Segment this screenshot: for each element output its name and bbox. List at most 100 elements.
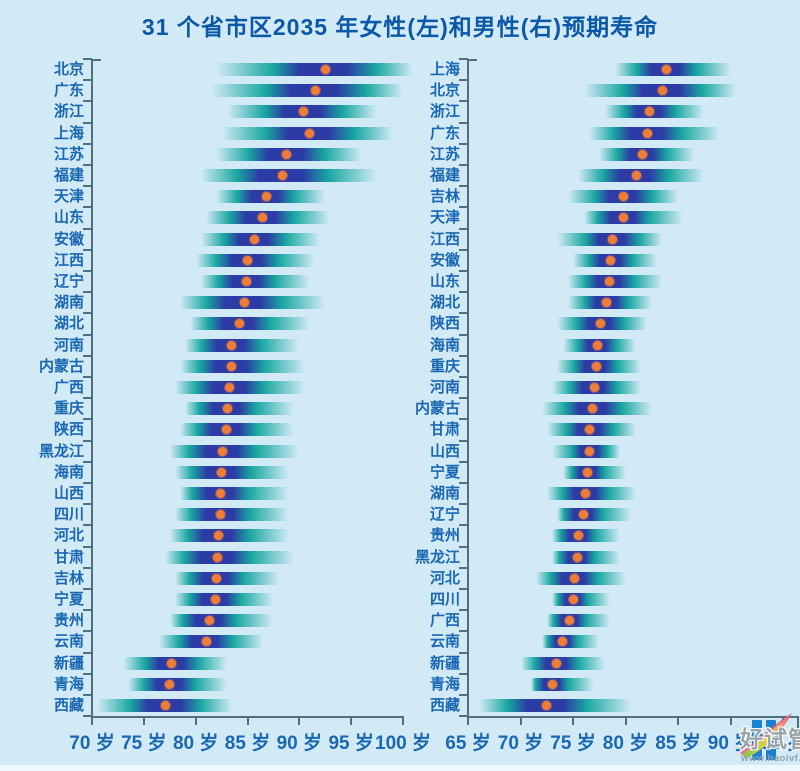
median-dot <box>585 446 595 456</box>
province-label: 浙江 <box>53 103 84 121</box>
province-label: 河南 <box>429 379 460 396</box>
province-label: 广东 <box>53 82 84 100</box>
y-axis-top-corner <box>92 59 101 61</box>
interval-band <box>562 465 626 479</box>
median-dot <box>583 467 593 477</box>
x-axis-tick <box>467 716 469 726</box>
province-label: 新疆 <box>429 654 460 672</box>
province-label: 安徽 <box>429 251 460 269</box>
interval-band <box>169 529 289 543</box>
y-axis-tick <box>459 100 468 103</box>
y-axis-tick <box>83 672 92 675</box>
province-label: 北京 <box>429 82 460 100</box>
median-dot <box>204 616 214 626</box>
median-dot <box>305 128 315 138</box>
x-tick-label: 70 岁 <box>497 733 544 755</box>
interval-band <box>557 317 647 331</box>
y-axis-tick <box>459 206 468 209</box>
median-dot <box>589 383 599 392</box>
median-dot <box>573 531 583 541</box>
y-axis-tick <box>83 397 92 400</box>
y-axis-tick <box>459 354 468 357</box>
interval-band <box>164 550 295 564</box>
province-label: 山西 <box>429 442 460 460</box>
interval-band <box>615 63 731 76</box>
province-label: 吉林 <box>53 569 84 587</box>
x-tick-label: 85 岁 <box>655 733 701 755</box>
interval-band <box>552 381 642 394</box>
interval-band <box>123 656 227 670</box>
watermark: 好试管 www.haoivf.com <box>735 705 800 771</box>
interval-band <box>211 84 403 98</box>
interval-band <box>174 593 274 606</box>
y-axis-tick <box>83 651 92 654</box>
interval-band <box>216 63 414 76</box>
y-axis-tick <box>459 524 468 527</box>
median-dot <box>212 552 222 562</box>
interval-band <box>599 147 694 161</box>
x-axis-tick <box>194 716 197 726</box>
province-label: 河北 <box>429 569 460 587</box>
median-dot <box>261 192 271 202</box>
median-dot <box>161 701 171 710</box>
province-label: 江苏 <box>53 145 84 163</box>
y-axis-tick <box>459 545 468 548</box>
median-dot <box>320 65 330 74</box>
median-dot <box>631 171 641 180</box>
province-label: 西藏 <box>53 697 84 714</box>
y-axis-tick <box>83 291 92 294</box>
median-dot <box>645 107 655 117</box>
interval-band <box>216 147 362 161</box>
interval-band <box>180 359 305 373</box>
x-axis-tick <box>402 716 404 726</box>
province-label: 河南 <box>53 336 84 354</box>
interval-band <box>174 571 279 585</box>
province-label: 青海 <box>53 675 84 693</box>
interval-band <box>221 126 393 140</box>
interval-band <box>190 317 310 331</box>
median-dot <box>591 361 601 371</box>
province-label: 江西 <box>429 230 460 248</box>
interval-band <box>588 126 720 140</box>
interval-band <box>557 508 631 522</box>
median-dot <box>569 573 579 583</box>
x-axis-tick <box>246 716 249 726</box>
plot-area: 65 岁70 岁75 岁80 岁85 岁90 岁95 岁 <box>445 58 800 754</box>
province-label: 黑龙江 <box>414 548 460 566</box>
province-label: 天津 <box>53 188 84 206</box>
province-label: 吉林 <box>429 188 460 206</box>
interval-band <box>578 169 705 182</box>
interval-band <box>573 253 657 267</box>
plot-area: 70 岁 75 岁 80 岁 85 岁 90 岁 95 岁 100 岁 <box>69 58 431 754</box>
province-label: 上海 <box>429 61 460 78</box>
y-axis-tick <box>83 460 92 463</box>
median-dot <box>225 383 235 392</box>
median-dot <box>618 213 628 223</box>
y-axis-tick <box>83 545 92 548</box>
x-axis-line <box>91 716 404 719</box>
y-axis-tick <box>83 312 92 315</box>
median-dot <box>657 86 667 96</box>
y-axis-tick <box>83 566 92 569</box>
province-label: 甘肃 <box>53 548 84 566</box>
page-title: 31 个省市区2035 年女性(左)和男性(右)预期寿命 <box>141 14 659 40</box>
median-dot <box>618 192 628 202</box>
y-axis-tick <box>459 397 468 400</box>
median-dot <box>572 552 582 562</box>
y-axis-tick <box>459 460 468 463</box>
y-axis-tick <box>459 333 468 336</box>
feather-icon <box>740 713 792 758</box>
interval-band <box>562 338 636 352</box>
province-label: 广西 <box>429 612 460 630</box>
interval-band <box>159 635 264 649</box>
x-axis-tick <box>572 716 574 726</box>
median-dot <box>595 319 605 329</box>
median-dot <box>223 404 233 414</box>
interval-band <box>216 190 326 204</box>
x-tick-label: 75 岁 <box>121 733 167 755</box>
province-label: 宁夏 <box>53 591 84 608</box>
y-axis-tick <box>459 694 468 696</box>
y-axis-tick <box>83 630 92 633</box>
province-label: 新疆 <box>53 654 84 672</box>
